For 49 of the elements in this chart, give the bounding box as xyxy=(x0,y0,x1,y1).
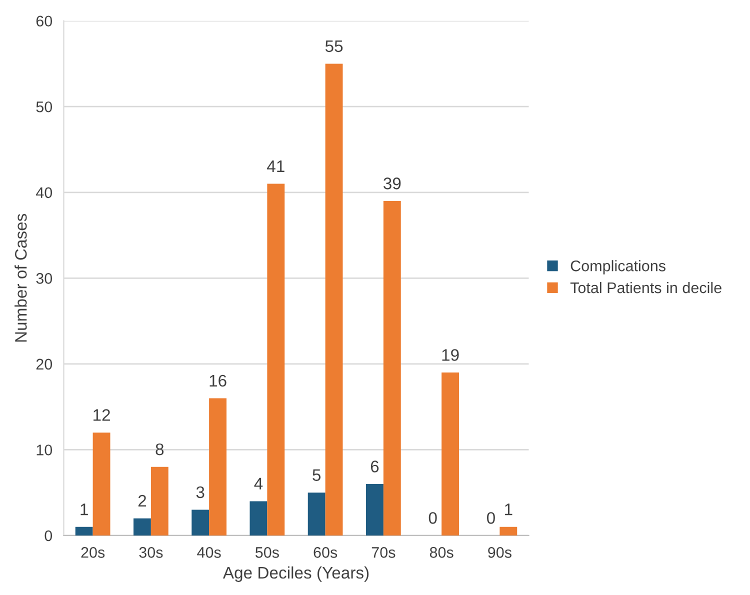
data-label: 19 xyxy=(442,349,459,361)
bar xyxy=(209,398,226,536)
data-label: 8 xyxy=(156,443,164,456)
bar xyxy=(267,184,285,536)
bar xyxy=(500,526,518,536)
bar xyxy=(75,526,93,536)
y-axis-title: Number of Cases xyxy=(14,214,27,342)
data-label: 41 xyxy=(267,160,284,172)
data-label: 2 xyxy=(138,494,146,507)
x-tick-label: 40s xyxy=(197,547,221,558)
x-tick-label: 80s xyxy=(430,547,454,558)
data-label: 5 xyxy=(312,469,321,481)
data-label: 0 xyxy=(428,512,437,524)
x-tick-label: 70s xyxy=(372,547,396,558)
data-label: 16 xyxy=(210,374,226,387)
data-label: 4 xyxy=(254,478,263,490)
x-tick-label: 60s xyxy=(314,547,338,558)
x-tick-label: 30s xyxy=(139,547,163,558)
data-label: 6 xyxy=(370,460,379,472)
x-tick-label: 50s xyxy=(255,547,279,558)
bar xyxy=(383,200,401,536)
x-tick-label: 20s xyxy=(81,547,105,558)
bar xyxy=(150,466,168,536)
y-tick-label: 0 xyxy=(44,530,52,542)
y-tick-label: 20 xyxy=(36,358,52,370)
bar xyxy=(92,432,110,536)
data-label: 1 xyxy=(80,504,88,516)
bar xyxy=(134,518,151,536)
bar xyxy=(192,510,210,536)
y-tick-label: 30 xyxy=(36,273,52,284)
legend-label: Total Patients in decile xyxy=(570,282,722,294)
data-label: 0 xyxy=(486,512,495,524)
bar xyxy=(442,372,459,536)
legend-label: Complications xyxy=(570,260,666,274)
data-label: 39 xyxy=(384,178,401,190)
data-label: 1 xyxy=(505,504,512,516)
data-label: 3 xyxy=(196,486,204,498)
y-tick-label: 60 xyxy=(36,16,52,27)
bar xyxy=(250,501,268,536)
y-tick-label: 50 xyxy=(36,101,52,112)
x-axis-title: Age Deciles (Years) xyxy=(222,566,369,582)
y-tick-label: 10 xyxy=(36,444,52,456)
bar xyxy=(308,492,326,536)
y-tick-label: 40 xyxy=(36,187,52,198)
data-label: 12 xyxy=(94,409,110,421)
x-tick-label: 90s xyxy=(488,547,512,558)
bar xyxy=(366,484,384,536)
data-label: 55 xyxy=(325,40,343,52)
bar xyxy=(325,64,343,536)
